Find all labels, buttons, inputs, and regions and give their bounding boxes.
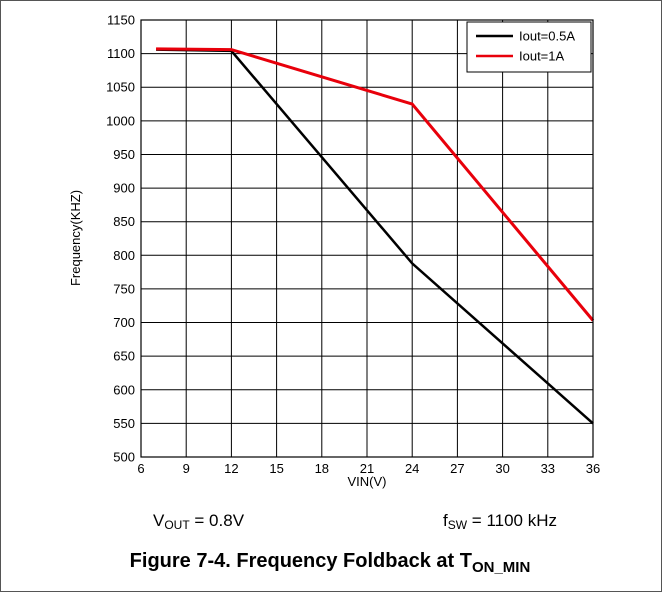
y-tick-label: 1050 (106, 80, 135, 95)
y-axis-label: Frequency(KHZ) (68, 190, 83, 286)
fsw-subscript: SW (447, 518, 468, 532)
y-tick-label: 850 (113, 214, 135, 229)
x-tick-label: 33 (541, 461, 555, 476)
x-tick-label: 15 (269, 461, 283, 476)
fsw-condition: fSW = 1100 kHz (443, 511, 557, 532)
x-tick-label: 30 (495, 461, 509, 476)
vout-condition: VOUT = 0.8V (153, 511, 244, 532)
y-tick-labels: 500 550 600 650 700 750 800 850 900 950 1000 1050 11… (106, 13, 135, 465)
y-tick-label: 750 (113, 281, 135, 296)
legend-label: Iout=1A (519, 49, 565, 64)
y-tick-label: 650 (113, 349, 135, 364)
series-line-iout-0-5a (156, 48, 594, 425)
x-axis-label: VIN(V) (348, 474, 387, 489)
y-tick-label: 500 (113, 450, 135, 465)
caption-text: Figure 7-4. Frequency Foldback at T (129, 550, 472, 572)
y-tick-label: 550 (113, 416, 135, 431)
y-tick-label: 700 (113, 315, 135, 330)
frequency-foldback-chart: 6 9 12 15 18 21 24 27 30 33 36 500 550 600 650 700 750 8… (68, 13, 600, 490)
x-tick-label: 21 (360, 461, 374, 476)
x-tick-label: 36 (586, 461, 600, 476)
x-tick-label: 6 (137, 461, 144, 476)
y-tick-label: 1000 (106, 113, 135, 128)
y-tick-label: 900 (113, 181, 135, 196)
vout-symbol: V (153, 511, 165, 530)
legend: Iout=0.5A Iout=1A (466, 21, 592, 73)
x-tick-label: 27 (450, 461, 464, 476)
vout-subscript: OUT (164, 518, 190, 532)
x-tick-label: 18 (315, 461, 329, 476)
vout-value: = 0.8V (189, 511, 245, 530)
chart-series (156, 47, 595, 425)
y-tick-label: 1100 (107, 46, 135, 61)
fsw-value: = 1100 kHz (467, 511, 558, 530)
figure-caption: Figure 7-4. Frequency Foldback at TON_MI… (0, 550, 660, 576)
plot-border (140, 19, 594, 458)
x-tick-label: 24 (405, 461, 419, 476)
fsw-symbol: f (443, 511, 448, 530)
y-tick-label: 800 (113, 248, 135, 263)
x-tick-label: 9 (183, 461, 190, 476)
caption-subscript: ON_MIN (471, 559, 531, 576)
x-tick-labels: 6 9 12 15 18 21 24 27 30 33 36 (137, 461, 600, 476)
legend-label: Iout=0.5A (519, 29, 575, 44)
series-line-iout-1a (156, 47, 595, 322)
y-tick-label: 950 (113, 147, 135, 162)
y-tick-label: 600 (113, 382, 135, 397)
x-tick-label: 12 (224, 461, 238, 476)
y-tick-label: 1150 (107, 13, 135, 28)
legend-box (466, 21, 592, 73)
